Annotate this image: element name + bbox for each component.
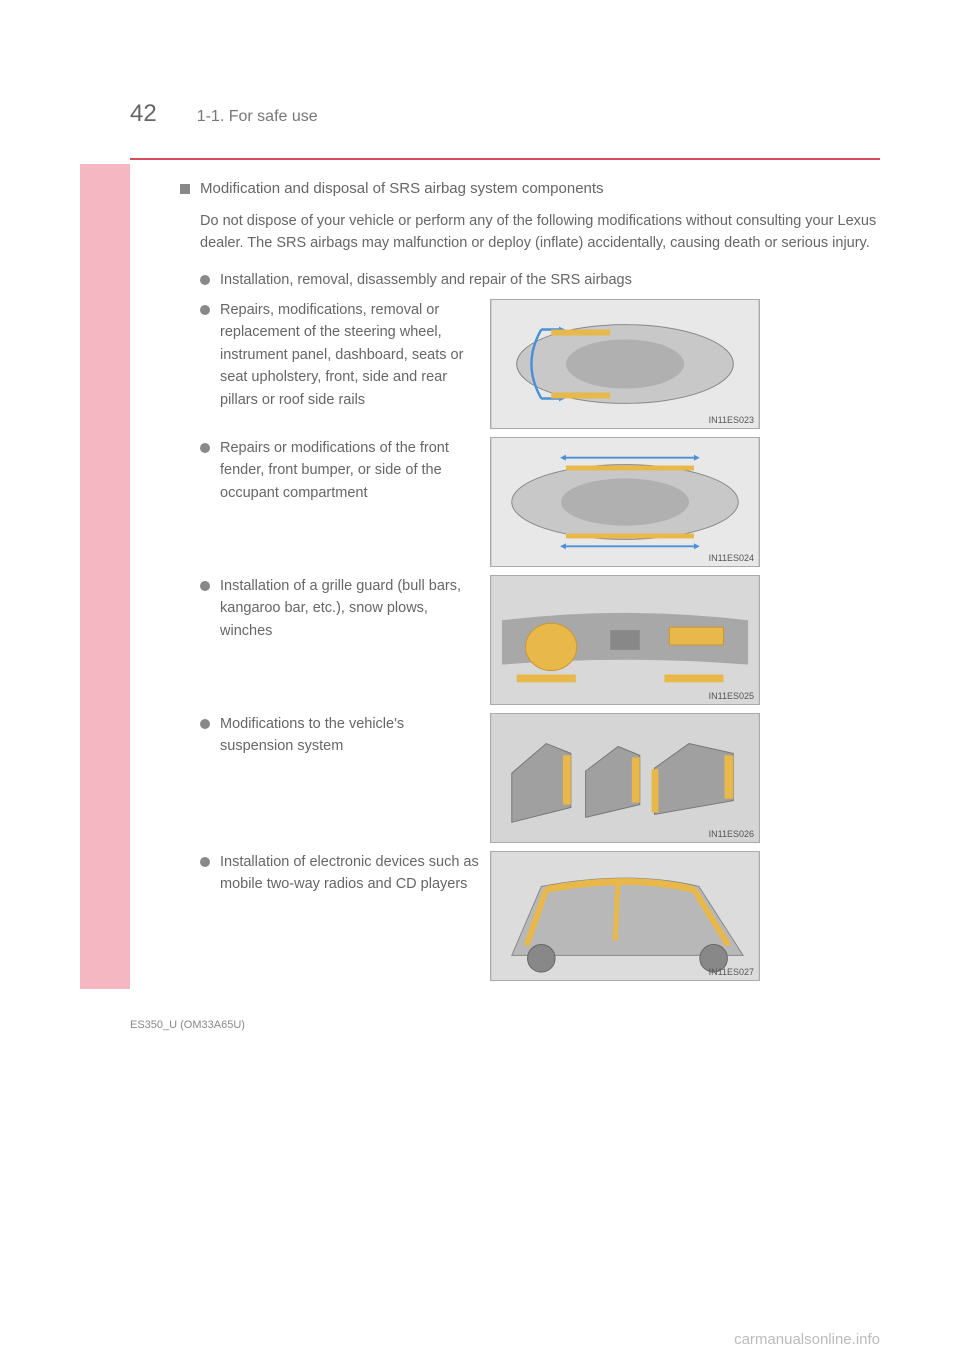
- footer-code: ES350_U (OM33A65U): [130, 1019, 880, 1031]
- curtain-svg: [491, 852, 759, 980]
- image-code: IN11ES024: [709, 553, 754, 563]
- car-top-front-svg: [491, 300, 759, 428]
- diagram-top-front: IN11ES023: [490, 299, 760, 429]
- item-text: Installation of electronic devices such …: [220, 851, 480, 896]
- page-number: 42: [130, 100, 157, 128]
- dashboard-svg: [491, 576, 759, 704]
- content-area: Modification and disposal of SRS airbag …: [130, 164, 880, 989]
- section-title: 1-1. For safe use: [197, 108, 318, 126]
- item-text-container: Installation of electronic devices such …: [200, 851, 480, 981]
- item-text-container: Installation, removal, disassembly and r…: [200, 269, 880, 291]
- image-code: IN11ES023: [709, 415, 754, 425]
- image-code: IN11ES025: [709, 691, 754, 701]
- list-item: Installation of a grille guard (bull bar…: [180, 575, 880, 705]
- subsection-header: Modification and disposal of SRS airbag …: [180, 180, 880, 197]
- list-item: Installation, removal, disassembly and r…: [180, 269, 880, 291]
- watermark: carmanualsonline.info: [734, 1331, 880, 1348]
- item-text: Repairs, modifications, removal or repla…: [220, 299, 480, 411]
- item-text: Installation, removal, disassembly and r…: [220, 269, 632, 291]
- item-text-container: Repairs, modifications, removal or repla…: [200, 299, 480, 429]
- item-text: Modifications to the vehicle's suspensio…: [220, 713, 480, 758]
- round-bullet-icon: [200, 275, 210, 285]
- seats-svg: [491, 714, 759, 842]
- item-text-container: Repairs or modifications of the front fe…: [200, 437, 480, 567]
- diagram-dashboard: IN11ES025: [490, 575, 760, 705]
- page-header: 42 1-1. For safe use: [130, 100, 880, 128]
- item-text-container: Modifications to the vehicle's suspensio…: [200, 713, 480, 843]
- diagram-seats: IN11ES026: [490, 713, 760, 843]
- list-item: Modifications to the vehicle's suspensio…: [180, 713, 880, 843]
- list-item: Repairs, modifications, removal or repla…: [180, 299, 880, 429]
- divider-line: [130, 158, 880, 160]
- page-container: 42 1-1. For safe use Modification and di…: [0, 0, 960, 1071]
- sidebar-accent: [80, 164, 130, 989]
- list-item: Installation of electronic devices such …: [180, 851, 880, 981]
- item-text: Repairs or modifications of the front fe…: [220, 437, 480, 504]
- item-text: Installation of a grille guard (bull bar…: [220, 575, 480, 642]
- round-bullet-icon: [200, 305, 210, 315]
- diagram-curtain: IN11ES027: [490, 851, 760, 981]
- square-bullet-icon: [180, 184, 190, 194]
- subsection-title: Modification and disposal of SRS airbag …: [200, 180, 604, 197]
- item-text-container: Installation of a grille guard (bull bar…: [200, 575, 480, 705]
- car-top-side-svg: [491, 438, 759, 566]
- round-bullet-icon: [200, 857, 210, 867]
- round-bullet-icon: [200, 581, 210, 591]
- image-code: IN11ES026: [709, 829, 754, 839]
- round-bullet-icon: [200, 443, 210, 453]
- intro-text: Do not dispose of your vehicle or perfor…: [180, 211, 880, 255]
- round-bullet-icon: [200, 719, 210, 729]
- diagram-top-side: IN11ES024: [490, 437, 760, 567]
- content-wrap: Modification and disposal of SRS airbag …: [80, 164, 880, 989]
- image-code: IN11ES027: [709, 967, 754, 977]
- list-item: Repairs or modifications of the front fe…: [180, 437, 880, 567]
